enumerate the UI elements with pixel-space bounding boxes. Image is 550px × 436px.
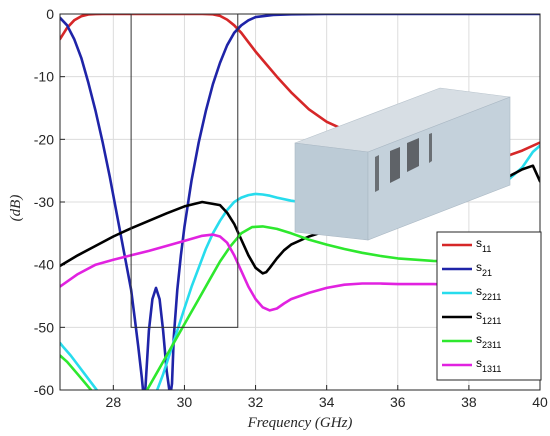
legend-box [436, 231, 542, 381]
septum-4 [429, 133, 432, 163]
x-axis-label: Frequency (GHz) [247, 415, 353, 431]
highlight-box [130, 13, 239, 328]
x-tick-label: 40 [532, 394, 548, 410]
x-tick-label: 28 [106, 394, 122, 410]
plot-frame [59, 13, 541, 391]
y-tick-label: -40 [34, 257, 54, 273]
septum-1 [375, 155, 379, 192]
x-tick-label: 36 [390, 394, 406, 410]
x-tick-label: 32 [248, 394, 264, 410]
series-line-s21 [60, 14, 540, 390]
y-tick-label: 0 [46, 6, 54, 22]
y-tick-label: -10 [34, 69, 54, 85]
y-tick-label: -60 [34, 382, 54, 398]
y-tick-label: -50 [34, 319, 54, 335]
legend-label-s21: s21 [476, 260, 492, 278]
x-tick-labels: 28 30 32 34 36 38 40 [106, 394, 548, 410]
waveguide-model-inset [294, 87, 511, 241]
box-side-face [367, 96, 511, 241]
septum-2 [390, 147, 400, 183]
y-tick-label: -20 [34, 131, 54, 147]
y-axis-label: (dB) [8, 195, 24, 222]
y-tick-label: -30 [34, 194, 54, 210]
legend-label-s2311: s2311 [476, 332, 501, 350]
x-tick-label: 34 [319, 394, 335, 410]
legend-label-s1311: s1311 [476, 356, 501, 374]
septum-3 [407, 138, 419, 172]
legend-label-s2211: s2211 [476, 284, 501, 302]
box-front-face [294, 142, 369, 241]
legend-label-s1211: s1211 [476, 308, 501, 326]
y-tick-labels: 0 -10 -20 -30 -40 -50 -60 [34, 6, 54, 398]
x-tick-label: 38 [461, 394, 477, 410]
x-tick-label: 30 [177, 394, 193, 410]
legend: s11 s21 s2211 s1211 s2311 s1311 [436, 231, 542, 381]
legend-label-s11: s11 [476, 236, 491, 254]
